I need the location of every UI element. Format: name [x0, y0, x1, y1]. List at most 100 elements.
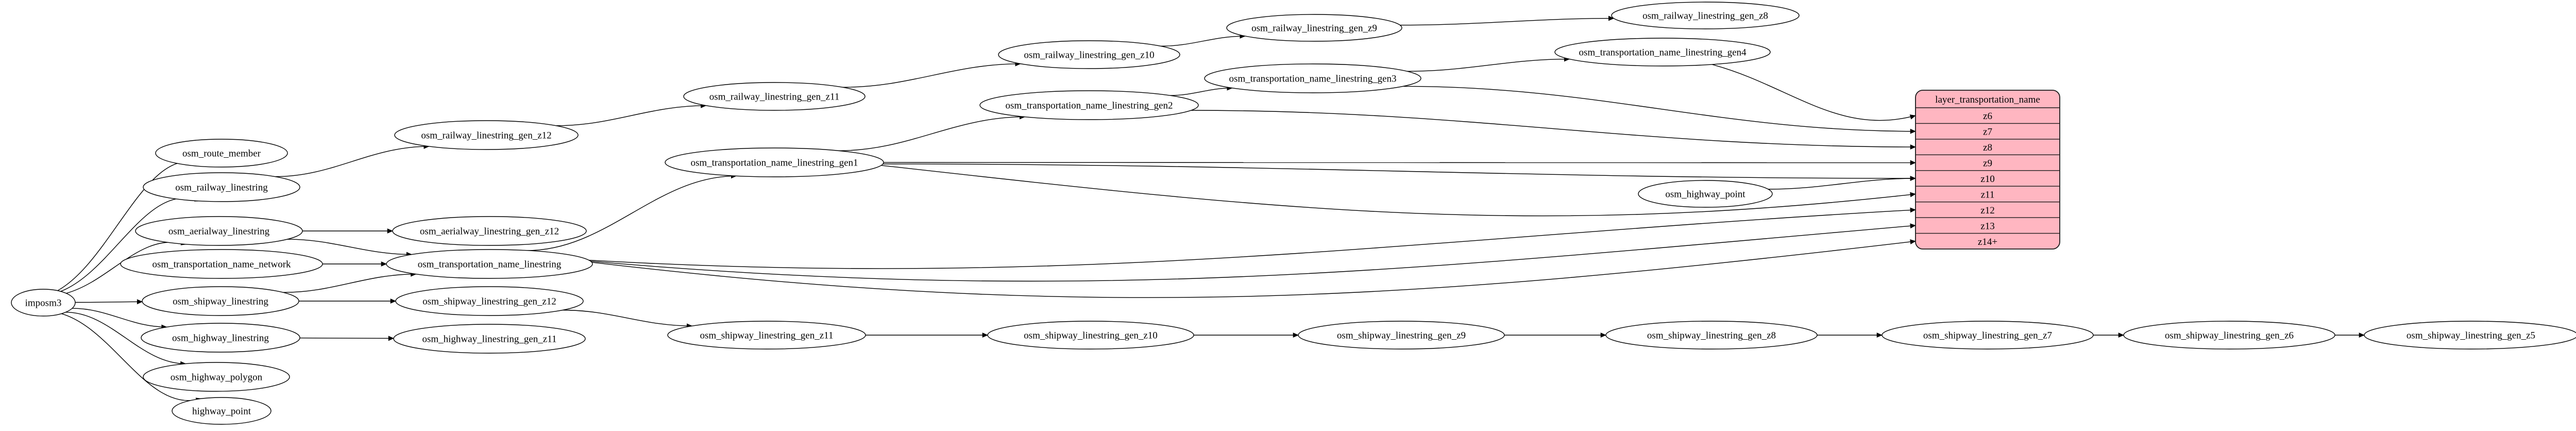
node-label: osm_railway_linestring_gen_z8 [1642, 11, 1768, 22]
node-ellipse [11, 289, 76, 317]
node-label: osm_transportation_name_linestring_gen4 [1579, 47, 1747, 58]
edge-osm_transportation_name_linestring_gen1-to-layer_transportation_name-z10 [883, 163, 1916, 181]
edge-osm_railway_linestring_gen_z10-to-osm_railway_linestring_gen_z9 [1161, 34, 1246, 47]
record-title: layer_transportation_name [1935, 94, 2040, 105]
edge-osm_transportation_name_linestring-to-layer_transportation_name-z14plus [591, 239, 1916, 298]
edge-imposm3-to-osm_highway_polygon [65, 311, 187, 367]
node-label: osm_transportation_name_linestring [418, 259, 562, 270]
node-ellipse [1554, 38, 1771, 67]
edge-osm_transportation_name_linestring_gen3-to-layer_transportation_name-z7 [1403, 86, 1916, 134]
node-ellipse [1298, 321, 1505, 350]
node-layer-transportation-name: layer_transportation_name z6 z7 z8 z9 z10 z11 z… [1915, 90, 2060, 250]
node-highway-point: highway_point [172, 397, 272, 425]
node-label: osm_railway_linestring_gen_z11 [709, 92, 840, 103]
node-osm-shipway-linestring-gen-z12: osm_shipway_linestring_gen_z12 [395, 286, 584, 316]
node-osm-highway-polygon: osm_highway_polygon [143, 362, 290, 392]
node-ellipse [142, 286, 299, 316]
record-row-z6: z6 [1983, 111, 1992, 122]
record-row-z10: z10 [1980, 174, 1994, 185]
node-osm-shipway-linestring-gen-z7: osm_shipway_linestring_gen_z7 [1882, 321, 2094, 350]
node-osm-railway-linestring: osm_railway_linestring [143, 172, 300, 202]
node-label: osm_railway_linestring_gen_z10 [1024, 50, 1154, 61]
node-ellipse [394, 120, 579, 150]
node-label: osm_shipway_linestring [173, 296, 268, 307]
node-ellipse [1226, 14, 1402, 42]
node-osm-shipway-linestring-gen-z6: osm_shipway_linestring_gen_z6 [2123, 321, 2335, 350]
edge-osm_transportation_name_linestring_gen1-to-osm_transportation_name_linestring_gen2 [838, 114, 1026, 152]
node-ellipse [665, 147, 884, 177]
edge-osm_transportation_name_linestring-to-osm_transportation_name_linestring_gen1 [527, 173, 737, 251]
node-ellipse [683, 82, 866, 111]
node-label: osm_shipway_linestring_gen_z11 [700, 330, 834, 341]
node-ellipse [143, 362, 290, 392]
node-osm-transportation-name-linestring: osm_transportation_name_linestring [386, 249, 593, 279]
node-ellipse [979, 90, 1199, 120]
edge-osm_highway_linestring-to-osm_highway_linestring_gen_z11 [299, 336, 394, 341]
edge-osm_transportation_name_linestring_gen2-to-layer_transportation_name-z8 [1191, 110, 1916, 150]
node-ellipse [155, 139, 288, 168]
record-row-z8: z8 [1983, 142, 1992, 153]
node-osm-shipway-linestring-gen-z9: osm_shipway_linestring_gen_z9 [1298, 321, 1505, 350]
node-label: osm_aerialway_linestring_gen_z12 [420, 226, 559, 237]
edge-osm_transportation_name_linestring_gen4-to-layer_transportation_name-z6 [1711, 64, 1916, 121]
node-label: osm_shipway_linestring_gen_z9 [1337, 330, 1466, 341]
node-label: osm_shipway_linestring_gen_z7 [1923, 330, 2052, 341]
node-label: osm_railway_linestring_gen_z12 [421, 130, 551, 141]
node-osm-transportation-name-linestring-gen2: osm_transportation_name_linestring_gen2 [979, 90, 1199, 120]
record-row-z11: z11 [1981, 189, 1995, 200]
node-osm-highway-linestring: osm_highway_linestring [141, 323, 300, 353]
record-box [1915, 90, 2060, 250]
edge-osm_transportation_name_linestring-to-layer_transportation_name-z12 [588, 207, 1916, 269]
node-osm-aerialway-linestring-gen-z12: osm_aerialway_linestring_gen_z12 [392, 216, 587, 246]
node-label: osm_transportation_name_linestring_gen1 [690, 158, 858, 169]
record-row-z7: z7 [1983, 127, 1992, 138]
node-ellipse [393, 324, 586, 354]
edge-osm_transportation_name_linestring_gen1-to-layer_transportation_name-z9 [883, 160, 1916, 165]
node-osm-railway-linestring-gen-z9: osm_railway_linestring_gen_z9 [1226, 14, 1402, 42]
node-label: osm_highway_point [1665, 189, 1745, 200]
node-ellipse [1638, 180, 1773, 208]
node-ellipse [987, 321, 1194, 350]
node-osm-railway-linestring-gen-z12: osm_railway_linestring_gen_z12 [394, 120, 579, 150]
node-ellipse [998, 40, 1180, 69]
node-osm-railway-linestring-gen-z11: osm_railway_linestring_gen_z11 [683, 82, 866, 111]
edge-osm_railway_linestring_gen_z9-to-osm_railway_linestring_gen_z8 [1400, 15, 1615, 26]
node-osm-shipway-linestring: osm_shipway_linestring [142, 286, 299, 316]
node-ellipse [392, 216, 587, 246]
edge-osm_aerialway_linestring-to-osm_transportation_name_linestring [287, 239, 413, 257]
node-ellipse [667, 321, 866, 350]
node-osm-shipway-linestring-gen-z10: osm_shipway_linestring_gen_z10 [987, 321, 1194, 350]
edge-osm_transportation_name_linestring-to-layer_transportation_name-z13 [590, 223, 1916, 282]
node-osm-transportation-name-network: osm_transportation_name_network [120, 249, 323, 279]
node-ellipse [120, 249, 323, 279]
node-label: osm_aerialway_linestring [168, 226, 270, 237]
node-ellipse [1204, 63, 1421, 93]
edge-osm_shipway_linestring-to-osm_transportation_name_linestring [283, 271, 417, 293]
node-ellipse [172, 397, 272, 425]
record-row-z12: z12 [1980, 205, 1994, 216]
node-label: osm_shipway_linestring_gen_z8 [1647, 330, 1776, 341]
node-label: osm_railway_linestring [175, 183, 268, 193]
node-osm-transportation-name-linestring-gen1: osm_transportation_name_linestring_gen1 [665, 147, 884, 177]
node-label: imposm3 [25, 298, 62, 309]
node-osm-highway-point: osm_highway_point [1638, 180, 1773, 208]
record-row-z13: z13 [1980, 221, 1994, 231]
edge-imposm3-to-osm_highway_linestring [72, 308, 167, 330]
edge-osm_transportation_name_linestring_gen3-to-osm_transportation_name_linestring_gen4 [1406, 56, 1570, 72]
node-osm-aerialway-linestring: osm_aerialway_linestring [135, 216, 303, 246]
node-label: highway_point [192, 406, 251, 417]
node-label: osm_shipway_linestring_gen_z6 [2165, 330, 2294, 341]
record-row-z14plus: z14+ [1978, 237, 1997, 247]
node-ellipse [1882, 321, 2094, 350]
node-label: osm_shipway_linestring_gen_z12 [422, 296, 556, 307]
node-osm-shipway-linestring-gen-z5: osm_shipway_linestring_gen_z5 [2364, 321, 2576, 350]
node-ellipse [143, 172, 300, 202]
node-osm-railway-linestring-gen-z8: osm_railway_linestring_gen_z8 [1611, 2, 1800, 29]
node-label: osm_transportation_name_linestring_gen2 [1005, 101, 1173, 111]
node-osm-highway-linestring-gen-z11: osm_highway_linestring_gen_z11 [393, 324, 586, 354]
node-ellipse [135, 216, 303, 246]
node-imposm3: imposm3 [11, 289, 76, 317]
edge-osm_shipway_linestring_gen_z12-to-osm_shipway_linestring_gen_z11 [563, 309, 693, 329]
